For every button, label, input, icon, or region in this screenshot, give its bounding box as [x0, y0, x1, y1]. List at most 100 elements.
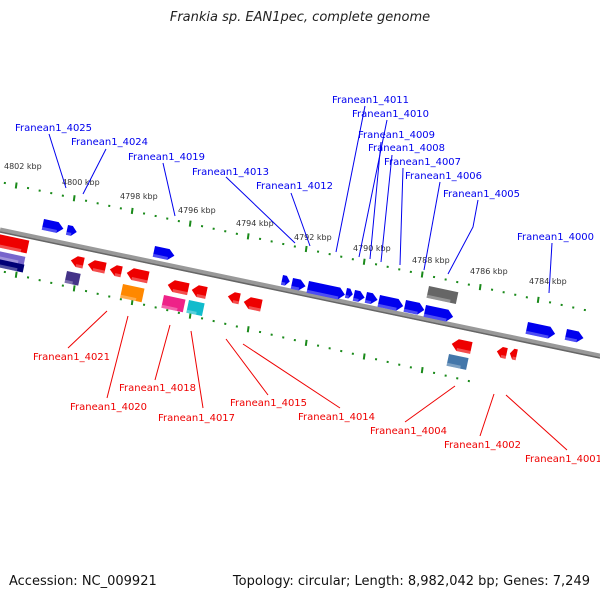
forward-gene[interactable]	[352, 290, 366, 303]
forward-gene[interactable]	[344, 288, 354, 299]
forward-gene[interactable]	[525, 322, 557, 340]
genome-backbone	[0, 227, 600, 359]
gene-shape	[167, 280, 190, 296]
forward-gene[interactable]	[403, 300, 426, 316]
gene-label-forward[interactable]: Franean1_4005	[443, 189, 520, 200]
gene-block[interactable]	[0, 234, 30, 254]
major-tick	[14, 182, 18, 189]
reverse-gene[interactable]	[87, 259, 107, 274]
gene-block[interactable]	[186, 300, 205, 317]
gene-label-reverse[interactable]: Franean1_4001	[525, 454, 600, 465]
gene-highlight	[500, 354, 507, 359]
scale-label: 4802 kbp	[4, 162, 42, 171]
gene-shape	[65, 225, 77, 236]
reverse-gene[interactable]	[496, 346, 508, 359]
scale-label: 4788 kbp	[412, 256, 450, 265]
gene-label-reverse[interactable]: Franean1_4014	[298, 412, 375, 423]
gene-highlight	[64, 279, 73, 285]
gene-label-forward[interactable]: Franean1_4019	[128, 152, 205, 163]
gene-label-reverse[interactable]: Franean1_4002	[444, 440, 521, 451]
gene-highlight	[172, 289, 188, 296]
gene-shape	[525, 322, 556, 339]
gene-shape	[403, 300, 425, 315]
forward-gene[interactable]	[377, 295, 405, 312]
gene-block[interactable]	[161, 295, 186, 313]
scale-label: 4800 kbp	[62, 178, 100, 187]
gene-shape	[191, 285, 208, 299]
reverse-gene[interactable]	[126, 267, 150, 284]
reverse-gene[interactable]	[243, 296, 263, 312]
gene-label-reverse[interactable]: Franean1_4020	[70, 402, 147, 413]
gene-label-forward[interactable]: Franean1_4006	[405, 171, 482, 182]
gene-shape	[364, 292, 378, 305]
reverse-gene[interactable]	[167, 279, 190, 296]
gene-block[interactable]	[0, 259, 25, 273]
gene-label-forward[interactable]: Franean1_4025	[15, 123, 92, 134]
gene-highlight	[0, 263, 18, 272]
gene-shape	[64, 271, 81, 286]
major-tick	[72, 195, 76, 202]
gene-highlight	[75, 264, 84, 269]
gene-highlight	[232, 300, 240, 305]
major-tick	[478, 284, 482, 291]
gene-block[interactable]	[64, 271, 81, 286]
gene-highlight	[186, 309, 197, 315]
scale-label: 4792 kbp	[294, 233, 332, 242]
gene-label-reverse[interactable]: Franean1_4017	[158, 413, 235, 424]
gene-shape	[0, 259, 25, 273]
forward-gene[interactable]	[364, 292, 379, 305]
major-tick	[362, 258, 366, 265]
gene-block[interactable]	[0, 251, 26, 265]
gene-label-forward[interactable]: Franean1_4000	[517, 232, 594, 243]
gene-block[interactable]	[120, 284, 145, 303]
forward-gene[interactable]	[423, 305, 455, 323]
gene-highlight	[423, 313, 447, 322]
gene-highlight	[131, 277, 148, 284]
gene-label-reverse[interactable]: Franean1_4021	[33, 352, 110, 363]
gene-label-forward[interactable]: Franean1_4008	[368, 143, 445, 154]
gene-block[interactable]	[446, 354, 469, 370]
forward-gene[interactable]	[65, 225, 78, 237]
gene-highlight	[41, 226, 58, 233]
gene-shape	[564, 329, 584, 343]
forward-gene[interactable]	[41, 219, 65, 234]
gene-label-forward[interactable]: Franean1_4011	[332, 95, 409, 106]
gene-label-reverse[interactable]: Franean1_4004	[370, 426, 447, 437]
gene-label-forward[interactable]: Franean1_4009	[358, 130, 435, 141]
gene-label-forward[interactable]: Franean1_4024	[71, 137, 148, 148]
reverse-gene[interactable]	[509, 348, 518, 361]
reverse-gene[interactable]	[191, 284, 208, 299]
gene-shape	[87, 260, 107, 274]
gene-label-forward[interactable]: Franean1_4010	[352, 109, 429, 120]
reverse-gene[interactable]	[451, 338, 473, 354]
gene-label-forward[interactable]: Franean1_4007	[384, 157, 461, 168]
gene-block[interactable]	[426, 286, 459, 304]
gene-label-forward[interactable]: Franean1_4012	[256, 181, 333, 192]
gene-shape	[120, 284, 145, 303]
gene-highlight	[306, 289, 339, 300]
reverse-gene[interactable]	[109, 264, 123, 278]
scale-label: 4786 kbp	[470, 267, 508, 276]
scale-label: 4790 kbp	[353, 244, 391, 253]
gene-shape	[227, 292, 241, 305]
forward-gene[interactable]	[290, 278, 307, 292]
forward-gene[interactable]	[306, 281, 347, 301]
major-tick	[72, 285, 76, 292]
genome-backbone-shadow	[0, 231, 600, 359]
gene-highlight	[564, 336, 578, 343]
genome-summary: Topology: circular; Length: 8,982,042 bp…	[232, 574, 590, 589]
gene-label-reverse[interactable]: Franean1_4018	[119, 383, 196, 394]
reverse-gene[interactable]	[227, 291, 241, 305]
forward-gene[interactable]	[280, 275, 291, 286]
gene-label-forward[interactable]: Franean1_4013	[192, 167, 269, 178]
gene-shape	[0, 234, 30, 254]
reverse-gene[interactable]	[70, 255, 85, 269]
gene-label-reverse[interactable]: Franean1_4015	[230, 398, 307, 409]
major-tick	[304, 339, 308, 347]
gene-shape	[306, 281, 345, 300]
forward-gene[interactable]	[564, 329, 585, 344]
gene-shape	[41, 219, 64, 233]
gene-highlight	[65, 231, 72, 236]
forward-gene[interactable]	[152, 246, 176, 261]
